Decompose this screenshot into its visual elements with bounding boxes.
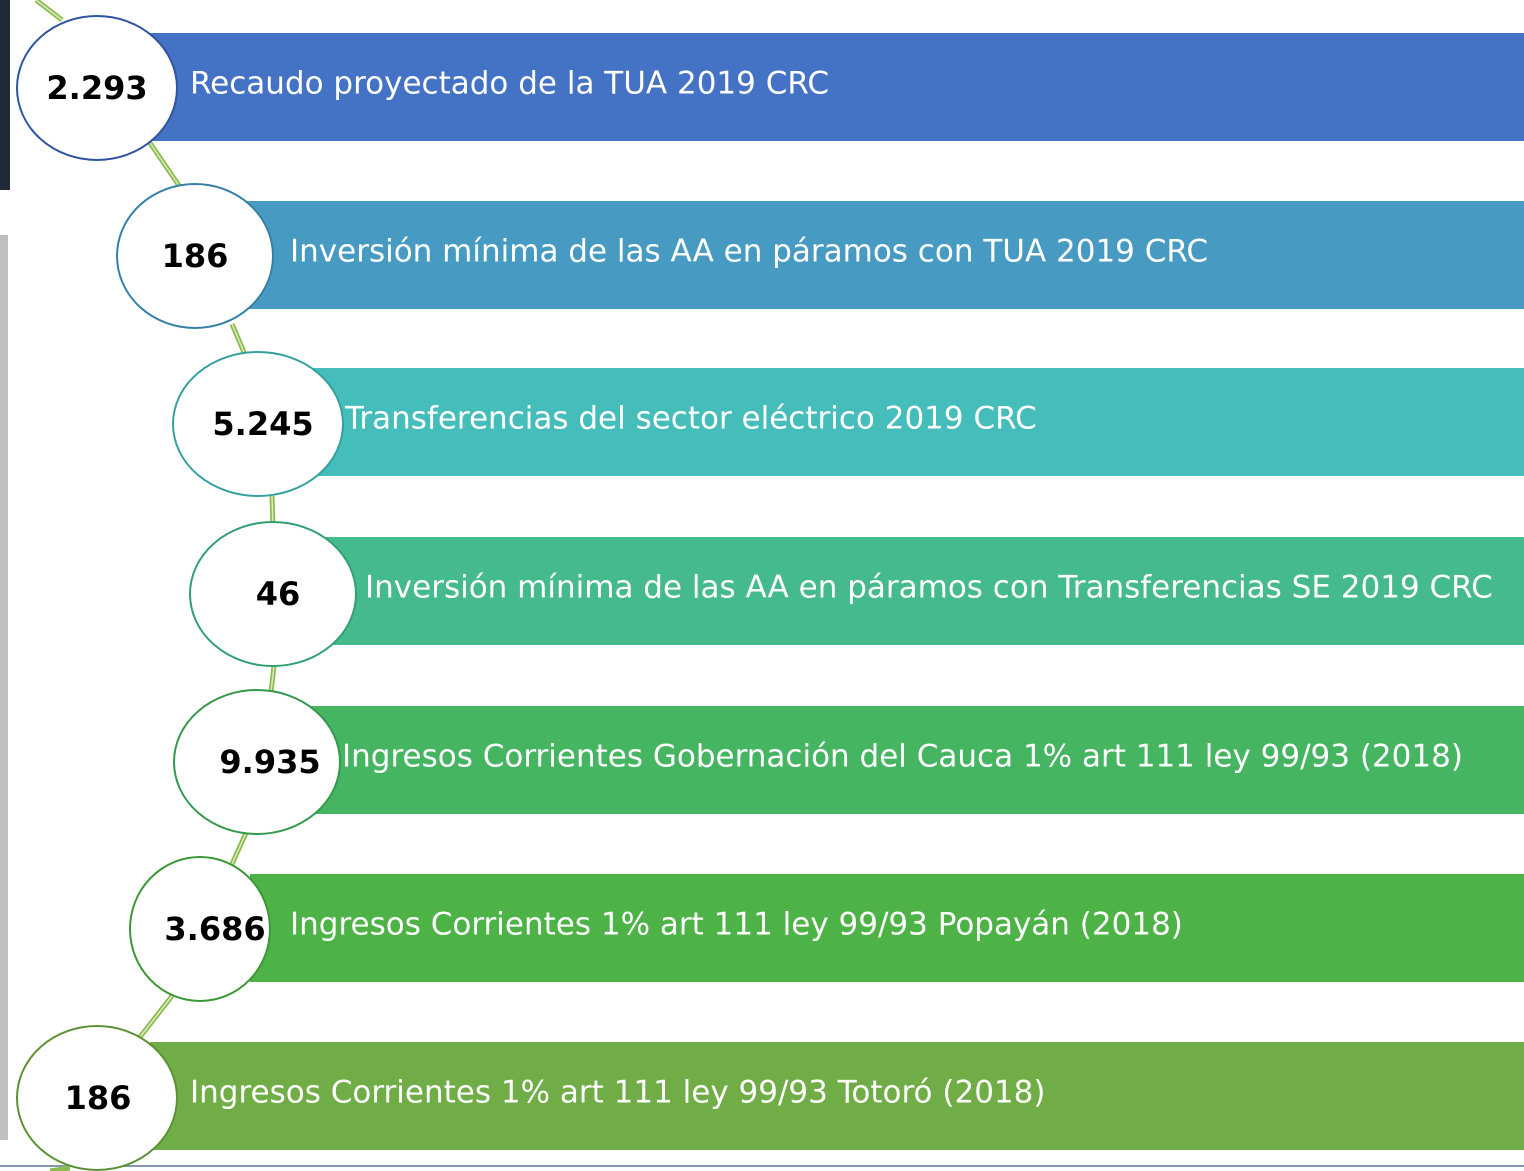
row-label: Inversión mínima de las AA en páramos co…: [365, 570, 1493, 606]
row-bar: [150, 1042, 1524, 1150]
value-circle: [16, 15, 178, 161]
row-bar: [310, 368, 1524, 476]
row: Ingresos Corrientes Gobernación del Cauc…: [173, 689, 1524, 835]
row-label: Ingresos Corrientes Gobernación del Cauc…: [342, 739, 1463, 775]
connector-highlight: [35, 0, 275, 1038]
row-label: Transferencias del sector eléctrico 2019…: [344, 401, 1037, 437]
row-bar: [150, 33, 1524, 141]
value-text: 2.293: [46, 69, 147, 107]
connectors: [34, 0, 277, 1171]
value-text: 46: [256, 575, 301, 613]
row-label: Ingresos Corrientes 1% art 111 ley 99/93…: [190, 1075, 1045, 1111]
row: Ingresos Corrientes 1% art 111 ley 99/93…: [16, 1025, 1524, 1171]
value-circle: [129, 856, 271, 1002]
row-label: Ingresos Corrientes 1% art 111 ley 99/93…: [290, 907, 1183, 943]
value-text: 186: [65, 1079, 132, 1117]
value-circle: [16, 1025, 178, 1171]
row: Inversión mínima de las AA en páramos co…: [116, 183, 1524, 329]
value-circle: [172, 351, 344, 497]
row: Ingresos Corrientes 1% art 111 ley 99/93…: [129, 856, 1524, 1002]
value-text: 5.245: [212, 405, 313, 443]
row: Recaudo proyectado de la TUA 2019 CRC 2.2…: [16, 15, 1524, 161]
value-circle: [189, 521, 357, 667]
value-circle: [173, 689, 341, 835]
value-text: 186: [162, 237, 229, 275]
side-dark-bar: [0, 0, 10, 190]
side-gray-bar: [0, 235, 8, 1140]
row-bar: [250, 874, 1524, 982]
value-circle: [116, 183, 274, 329]
value-text: 9.935: [219, 743, 320, 781]
row-bar: [310, 706, 1524, 814]
row-bar: [325, 537, 1524, 645]
row-bar: [245, 201, 1524, 309]
row-label: Inversión mínima de las AA en páramos co…: [290, 234, 1208, 270]
row: Transferencias del sector eléctrico 2019…: [172, 351, 1524, 497]
row-label: Recaudo proyectado de la TUA 2019 CRC: [190, 66, 829, 102]
row: Inversión mínima de las AA en páramos co…: [189, 521, 1524, 667]
value-text: 3.686: [164, 910, 265, 948]
